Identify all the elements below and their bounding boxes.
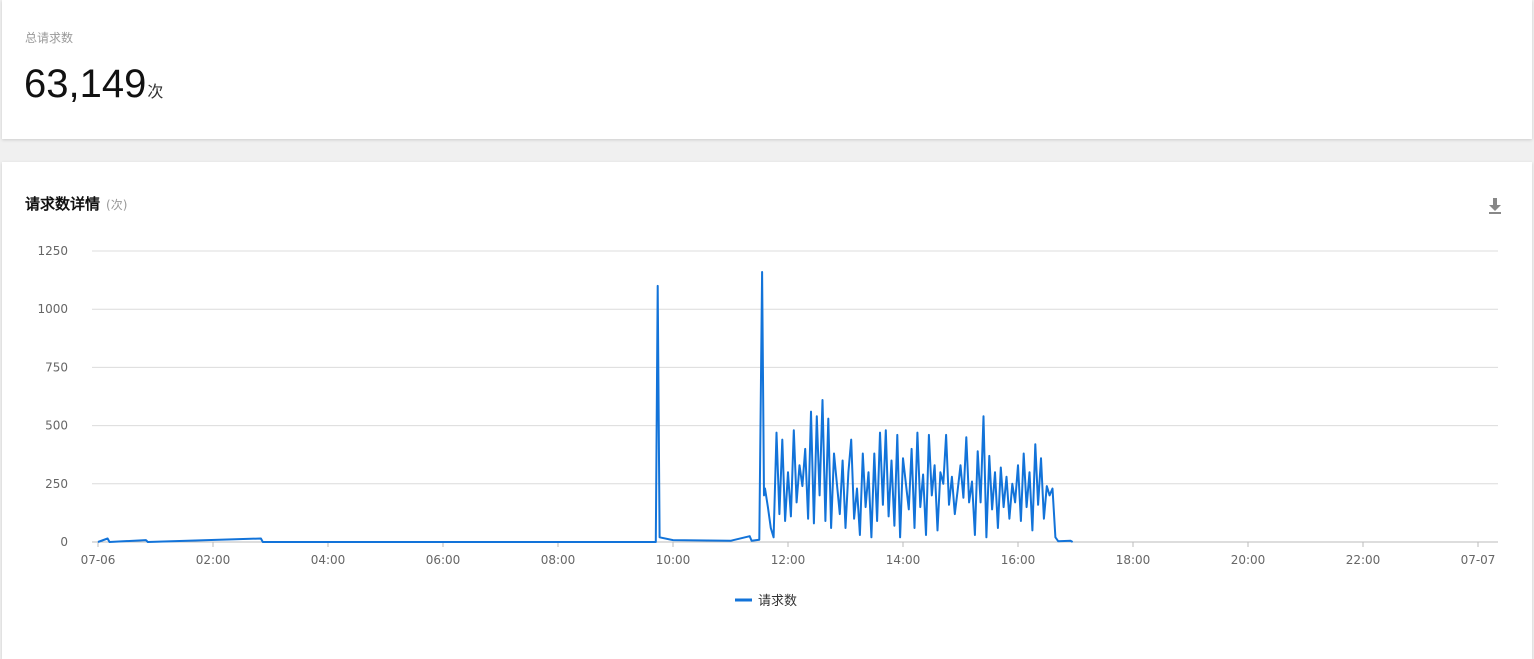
x-tick-label: 07-06: [81, 553, 116, 567]
request-detail-card: 请求数详情 (次) 0 250 500 750 1000 1250 07-06 02:00 04:…: [2, 162, 1532, 659]
y-tick-label: 500: [45, 419, 68, 433]
requests-line-chart: 0 250 500 750 1000 1250 07-06 02:00 04:00 06:00 08…: [37, 244, 1498, 609]
download-icon[interactable]: [1488, 197, 1502, 215]
x-tick-label: 18:00: [1116, 553, 1151, 567]
y-tick-label: 0: [60, 535, 68, 549]
chart-title-text: 请求数详情: [25, 195, 101, 213]
x-tick-label: 22:00: [1346, 553, 1381, 567]
chart-title-unit: (次): [106, 198, 128, 212]
y-tick-label: 1000: [37, 302, 68, 316]
x-tick-label: 07-07: [1461, 553, 1496, 567]
y-tick-label: 250: [45, 477, 68, 491]
y-tick-label: 750: [45, 360, 68, 374]
series-line-requests: [97, 271, 1074, 543]
chart-title: 请求数详情 (次): [25, 193, 127, 214]
y-tick-label: 1250: [37, 244, 68, 258]
x-tick-label: 12:00: [771, 553, 806, 567]
total-requests-unit: 次: [147, 84, 164, 101]
x-tick-label: 02:00: [196, 553, 231, 567]
x-tick-label: 16:00: [1001, 553, 1036, 567]
x-tick-label: 04:00: [311, 553, 346, 567]
total-requests-number: 63,149: [24, 62, 147, 106]
x-tick-label: 10:00: [656, 553, 691, 567]
x-tick-label: 14:00: [886, 553, 921, 567]
x-tick-label: 06:00: [426, 553, 461, 567]
legend-label: 请求数: [758, 594, 797, 609]
total-requests-label: 总请求数: [25, 31, 74, 45]
x-tick-label: 20:00: [1231, 553, 1266, 567]
total-requests-card: 总请求数 63,149次: [2, 0, 1532, 139]
total-requests-value: 63,149次: [24, 62, 163, 107]
x-tick-label: 08:00: [541, 553, 576, 567]
